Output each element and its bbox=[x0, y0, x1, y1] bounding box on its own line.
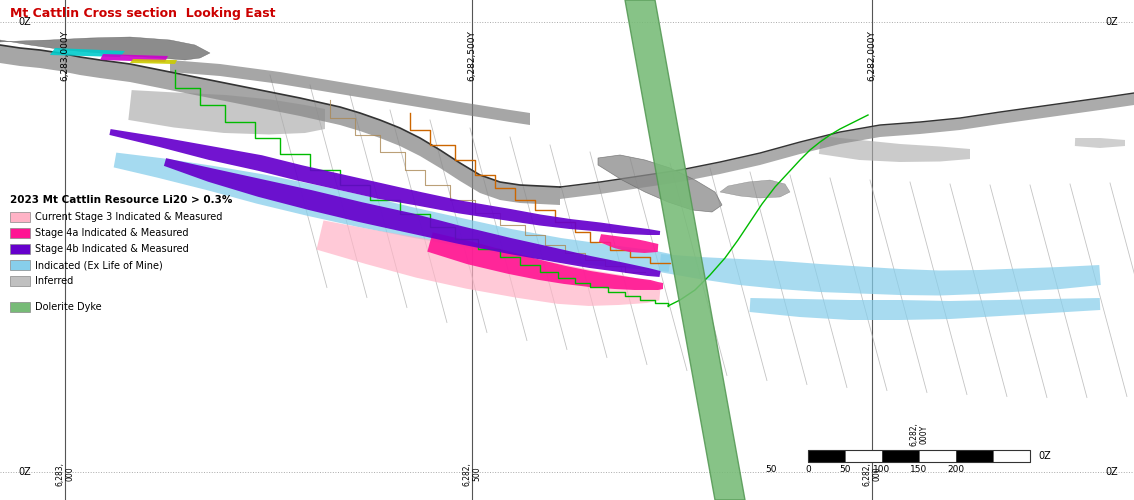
Text: 6,282,500Y: 6,282,500Y bbox=[467, 30, 476, 81]
Polygon shape bbox=[560, 93, 1134, 199]
Text: 100: 100 bbox=[873, 465, 890, 474]
Polygon shape bbox=[128, 90, 325, 134]
Polygon shape bbox=[0, 37, 210, 60]
Text: 50: 50 bbox=[765, 465, 777, 474]
Text: 6,282,
000Y: 6,282, 000Y bbox=[909, 422, 929, 446]
Bar bbox=[882, 450, 919, 462]
Polygon shape bbox=[819, 136, 970, 162]
Polygon shape bbox=[113, 152, 671, 272]
Polygon shape bbox=[164, 158, 660, 277]
Text: 0Z: 0Z bbox=[18, 17, 31, 27]
Text: 6,282,
000: 6,282, 000 bbox=[862, 462, 882, 486]
Bar bbox=[10, 276, 29, 286]
Bar bbox=[10, 228, 29, 238]
Polygon shape bbox=[598, 155, 722, 212]
Text: Stage 4b Indicated & Measured: Stage 4b Indicated & Measured bbox=[35, 244, 188, 254]
Polygon shape bbox=[130, 59, 177, 64]
Text: Current Stage 3 Indicated & Measured: Current Stage 3 Indicated & Measured bbox=[35, 212, 222, 222]
Bar bbox=[10, 244, 29, 254]
Bar bbox=[956, 450, 993, 462]
Text: 200: 200 bbox=[947, 465, 965, 474]
Bar bbox=[809, 450, 1030, 462]
Text: Inferred: Inferred bbox=[35, 276, 74, 286]
Text: Mt Cattlin Cross section  Looking East: Mt Cattlin Cross section Looking East bbox=[10, 7, 276, 20]
Text: 0Z: 0Z bbox=[1106, 17, 1118, 27]
Polygon shape bbox=[659, 254, 1101, 296]
Polygon shape bbox=[170, 60, 530, 125]
Polygon shape bbox=[1075, 138, 1125, 148]
Text: 6,282,
500: 6,282, 500 bbox=[463, 462, 482, 486]
Text: 150: 150 bbox=[911, 465, 928, 474]
Polygon shape bbox=[100, 54, 168, 62]
Polygon shape bbox=[316, 220, 661, 306]
Bar bbox=[809, 450, 845, 462]
Text: 6,282,000Y: 6,282,000Y bbox=[868, 30, 877, 81]
Polygon shape bbox=[625, 0, 745, 500]
Polygon shape bbox=[750, 298, 1100, 320]
Bar bbox=[993, 450, 1030, 462]
Bar bbox=[845, 450, 882, 462]
Text: 0Z: 0Z bbox=[1038, 451, 1051, 461]
Bar bbox=[10, 260, 29, 270]
Bar bbox=[10, 302, 29, 312]
Bar bbox=[10, 212, 29, 222]
Text: 2023 Mt Cattlin Resource Li20 > 0.3%: 2023 Mt Cattlin Resource Li20 > 0.3% bbox=[10, 195, 232, 205]
Polygon shape bbox=[50, 48, 125, 57]
Polygon shape bbox=[720, 180, 790, 198]
Text: 6,283,
000: 6,283, 000 bbox=[56, 462, 75, 486]
Text: Indicated (Ex Life of Mine): Indicated (Ex Life of Mine) bbox=[35, 260, 163, 270]
Text: 0Z: 0Z bbox=[18, 467, 31, 477]
Text: 6,283,000Y: 6,283,000Y bbox=[60, 30, 69, 81]
Polygon shape bbox=[109, 129, 660, 235]
Polygon shape bbox=[599, 234, 659, 253]
Text: 0: 0 bbox=[805, 465, 811, 474]
Polygon shape bbox=[0, 45, 560, 205]
Polygon shape bbox=[428, 232, 663, 290]
Text: 0Z: 0Z bbox=[1106, 467, 1118, 477]
Bar bbox=[919, 450, 956, 462]
Text: Stage 4a Indicated & Measured: Stage 4a Indicated & Measured bbox=[35, 228, 188, 238]
Text: 50: 50 bbox=[839, 465, 850, 474]
Text: Dolerite Dyke: Dolerite Dyke bbox=[35, 302, 102, 312]
